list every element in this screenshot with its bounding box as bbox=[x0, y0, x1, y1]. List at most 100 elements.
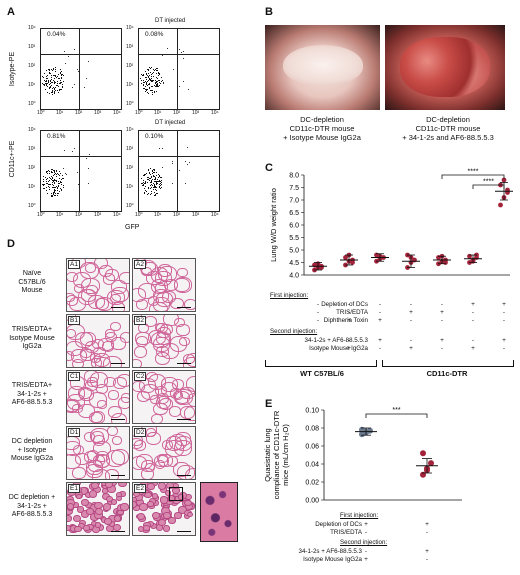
flow-event-dot bbox=[153, 91, 155, 93]
group-label-wt: WT C57BL/6 bbox=[300, 369, 344, 378]
flow-event-dot bbox=[148, 180, 150, 182]
flow-event-dot bbox=[54, 82, 56, 84]
flow-event-dot bbox=[59, 182, 61, 184]
flow-event-dot bbox=[48, 184, 50, 186]
flow-event-dot bbox=[142, 175, 144, 177]
flow-tick-x: 10¹ bbox=[56, 212, 64, 218]
alveolus bbox=[104, 469, 120, 479]
flow-event-dot bbox=[52, 181, 54, 183]
alveolus bbox=[95, 357, 112, 367]
flow-event-dot bbox=[47, 78, 49, 80]
flow-event-dot bbox=[150, 192, 152, 194]
panel-c-letter: C bbox=[265, 162, 273, 174]
flow-event-dot bbox=[155, 175, 157, 177]
flow-tick-x: 10² bbox=[75, 110, 83, 116]
flow-event-dot bbox=[62, 178, 64, 180]
flow-event-dot bbox=[144, 183, 146, 185]
flow-event-dot bbox=[50, 75, 52, 77]
histology-row-label: TRIS/EDTA+ Isotype Mouse IgG2a bbox=[2, 326, 62, 352]
flow-event-dot bbox=[154, 186, 156, 188]
flow-event-dot bbox=[150, 174, 152, 176]
flow-event-dot bbox=[148, 192, 150, 194]
flow-event-dot bbox=[42, 76, 44, 78]
flow-event-dot bbox=[56, 90, 58, 92]
flow-event-dot bbox=[61, 183, 63, 185]
flow-event-dot bbox=[52, 180, 54, 182]
flow-event-dot bbox=[57, 83, 59, 85]
flow-event-dot bbox=[142, 87, 144, 89]
table-cell: - bbox=[502, 317, 506, 324]
table-cell: - bbox=[378, 309, 382, 316]
panel-a-ylabel-bottom: CD11c+-PE bbox=[9, 140, 16, 178]
histology-tile: C1 bbox=[66, 370, 130, 424]
table-cell: - bbox=[409, 317, 413, 324]
flow-tick-y: 10³ bbox=[126, 44, 134, 50]
flow-event-dot bbox=[57, 84, 59, 86]
flow-event-dot bbox=[154, 180, 156, 182]
flow-event-dot bbox=[54, 80, 56, 82]
flow-event-dot bbox=[49, 68, 51, 70]
flow-event-dot bbox=[54, 181, 56, 183]
flow-event-dot bbox=[53, 191, 55, 193]
flow-event-dot bbox=[151, 181, 153, 183]
alveolus bbox=[107, 289, 126, 306]
flow-event-dot bbox=[65, 173, 67, 175]
flow-event-dot bbox=[156, 77, 158, 79]
flow-event-dot bbox=[45, 190, 47, 192]
histology-tile-label: C1 bbox=[68, 372, 81, 381]
alveolus bbox=[174, 388, 193, 405]
flow-event-dot bbox=[150, 176, 152, 178]
flow-event-dot bbox=[55, 71, 57, 73]
histology-tile-label: A2 bbox=[134, 260, 146, 269]
flow-tick-x: 10⁴ bbox=[113, 212, 121, 218]
flow-event-dot bbox=[52, 70, 54, 72]
e-second-injection-heading: Second injection: bbox=[340, 539, 388, 546]
scale-bar bbox=[177, 419, 191, 420]
scale-bar bbox=[111, 419, 125, 420]
flow-event-dot bbox=[60, 187, 62, 189]
data-point bbox=[467, 253, 472, 259]
flow-event-dot bbox=[146, 173, 148, 175]
histology-tile-label: B1 bbox=[68, 316, 80, 325]
flow-event-dot bbox=[57, 184, 59, 186]
flow-event-dot bbox=[151, 85, 153, 87]
alveolus bbox=[184, 499, 192, 507]
alveolus bbox=[133, 358, 143, 367]
histology-row-label-line: IgG2a bbox=[22, 343, 42, 350]
flow-event-dot bbox=[150, 78, 152, 80]
flow-event-dot bbox=[50, 92, 52, 94]
flow-event-dot bbox=[158, 177, 160, 179]
flow-event-dot bbox=[147, 70, 149, 72]
table-cell: + bbox=[471, 345, 475, 352]
alveolus bbox=[89, 411, 103, 423]
alveolus bbox=[139, 503, 148, 511]
flow-event-dot bbox=[45, 76, 47, 78]
dot-cloud bbox=[139, 47, 190, 95]
alveolus bbox=[67, 525, 71, 532]
flow-event-dot bbox=[152, 176, 154, 178]
y-axis-label-line: Quasistatic lung bbox=[263, 428, 272, 481]
flow-event-dot bbox=[141, 74, 143, 76]
alveolus bbox=[170, 297, 184, 310]
alveolus bbox=[151, 511, 160, 519]
flow-event-dot bbox=[148, 68, 150, 70]
flow-event-dot bbox=[161, 182, 163, 184]
flow-event-dot bbox=[61, 81, 63, 83]
flow-event-dot bbox=[48, 186, 50, 188]
table-cell: - bbox=[425, 556, 429, 563]
alveolus bbox=[178, 494, 185, 500]
flow-event-dot bbox=[152, 80, 154, 82]
flow-event-dot bbox=[51, 85, 53, 87]
flow-event-dot bbox=[54, 191, 56, 193]
flow-event-dot bbox=[55, 75, 57, 77]
y-tick-label: 0.06 bbox=[305, 444, 319, 451]
alveolus bbox=[147, 483, 156, 490]
flow-event-dot bbox=[151, 80, 153, 82]
alveolus bbox=[88, 490, 98, 498]
table-cell: - bbox=[316, 345, 320, 352]
flow-event-dot bbox=[154, 192, 156, 194]
dt-label-bottom: DT injected bbox=[155, 120, 186, 126]
table-cell: - bbox=[440, 317, 444, 324]
flow-event-dot bbox=[146, 73, 148, 75]
flow-event-dot bbox=[46, 85, 48, 87]
